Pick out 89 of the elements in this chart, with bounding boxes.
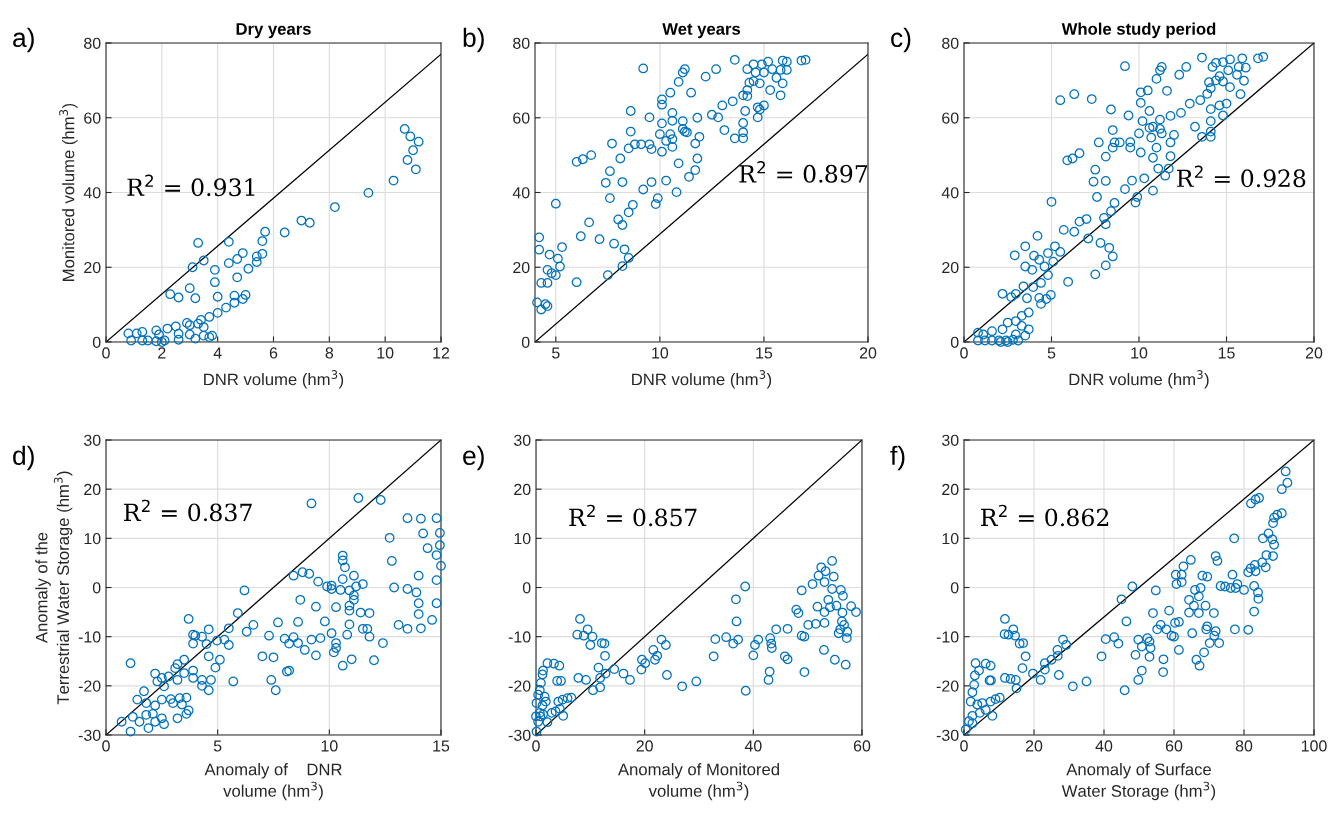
x-axis-title: DNR volume (hm$^{3}$)	[204, 370, 344, 389]
y-tick-label: 30	[941, 434, 959, 446]
annotation: R$^{2}$ = 0.928	[1177, 165, 1306, 188]
y-tick-label: 20	[514, 483, 531, 496]
x-tick-label: 5	[1047, 347, 1056, 359]
x-tick-label: 5	[213, 740, 222, 752]
y-axis-title: Anomaly of the Terrestrial Water Storage (hm$^{3}$)	[35, 471, 73, 705]
x-tick-label: 20	[859, 347, 877, 359]
x-tick-label: 15	[756, 347, 773, 359]
y-tick-label: 30	[83, 434, 101, 446]
x-tick-label: 0	[102, 347, 110, 359]
y-tick-label: -10	[78, 631, 101, 643]
x-tick-label: 20	[1305, 347, 1323, 359]
y-tick-label: 0	[92, 336, 101, 348]
y-tick-label: -30	[936, 729, 959, 741]
x-tick-label: 40	[744, 740, 762, 752]
text: c)	[891, 27, 911, 53]
annotation: R$^{2}$ = 0.862	[981, 504, 1109, 527]
y-tick-label: 20	[84, 483, 101, 496]
y-tick-label: 10	[942, 532, 959, 545]
x-tick-label: 12	[433, 347, 450, 359]
x-tick-label: 10	[321, 740, 338, 752]
x-tick-label: 80	[1235, 740, 1253, 752]
y-tick-label: -20	[936, 680, 959, 692]
y-tick-label: 60	[84, 112, 101, 124]
y-tick-label: 0	[92, 582, 101, 594]
y-tick-label: 0	[950, 336, 959, 348]
text: e)	[463, 445, 484, 471]
x-tick-label: 4	[213, 347, 222, 359]
y-tick-label: 10	[84, 532, 101, 545]
x-tick-label: 100	[1301, 740, 1327, 752]
text: d)	[13, 445, 34, 471]
y-tick-label: 60	[942, 112, 959, 124]
x-axis-title: DNR volume (hm$^{3}$)	[632, 370, 772, 389]
annotation: R$^{2}$ = 0.931	[127, 174, 255, 197]
text: f)	[890, 445, 905, 471]
x-tick-label: 15	[433, 740, 450, 752]
x-tick-label: 20	[1025, 740, 1043, 752]
x-tick-label: 5	[552, 347, 560, 359]
text: a)	[13, 27, 34, 53]
y-tick-label: 20	[513, 261, 530, 274]
y-tick-label: 80	[84, 37, 101, 49]
x-axis-title: Anomaly of DNR volume (hm$^{3}$)	[204, 763, 342, 801]
x-axis-title: Anomaly of Monitored volume (hm$^{3}$)	[617, 763, 779, 801]
y-tick-label: 0	[521, 336, 530, 348]
y-tick-label: 20	[942, 483, 959, 496]
x-tick-label: 60	[1165, 740, 1183, 752]
x-tick-label: 0	[102, 740, 110, 752]
x-axis-title: Anomaly of Surface Water Storage (hm$^{3}$)	[1061, 763, 1216, 801]
x-tick-label: 60	[853, 740, 871, 752]
y-tick-label: -30	[78, 729, 101, 741]
y-tick-label: 10	[514, 532, 531, 545]
y-tick-label: -20	[78, 680, 101, 692]
y-tick-label: -10	[508, 631, 531, 643]
y-tick-label: 20	[942, 261, 959, 274]
y-tick-label: 0	[522, 582, 531, 594]
x-tick-label: 15	[1218, 347, 1235, 359]
x-tick-label: 2	[158, 347, 166, 359]
y-tick-label: -30	[508, 729, 531, 741]
y-axis-title: Monitored volume (hm$^{3}$)	[59, 103, 78, 281]
y-tick-label: 80	[942, 37, 959, 49]
y-tick-label: 60	[513, 112, 530, 124]
y-tick-label: -10	[936, 631, 959, 643]
y-tick-label: 30	[513, 434, 531, 446]
annotation: R$^{2}$ = 0.857	[569, 504, 697, 527]
annotation: R$^{2}$ = 0.837	[124, 499, 252, 522]
x-tick-label: 0	[532, 740, 540, 752]
x-tick-label: 20	[636, 740, 653, 752]
x-tick-label: 10	[377, 347, 394, 359]
y-tick-label: 80	[513, 37, 530, 49]
y-tick-label: 40	[83, 187, 101, 199]
y-tick-label: 40	[512, 187, 530, 199]
y-tick-label: 40	[941, 187, 959, 199]
annotation: R$^{2}$ = 0.897	[739, 161, 868, 183]
x-tick-label: 40	[1095, 740, 1113, 752]
chart-title: Wet years	[662, 23, 741, 39]
x-axis-title: DNR volume (hm$^{3}$)	[1069, 370, 1209, 389]
x-tick-label: 10	[1131, 347, 1148, 359]
chart-title: Whole study period	[1061, 22, 1216, 39]
x-tick-label: 6	[269, 347, 278, 359]
x-tick-label: 0	[960, 740, 968, 752]
y-tick-label: 0	[950, 582, 959, 594]
x-tick-label: 10	[652, 347, 669, 359]
chart-title: Dry years	[236, 23, 311, 39]
y-tick-label: 20	[84, 261, 101, 274]
x-tick-label: 8	[325, 347, 334, 359]
y-tick-label: -20	[508, 680, 531, 692]
x-tick-label: 0	[960, 347, 968, 359]
text: b)	[463, 27, 484, 53]
